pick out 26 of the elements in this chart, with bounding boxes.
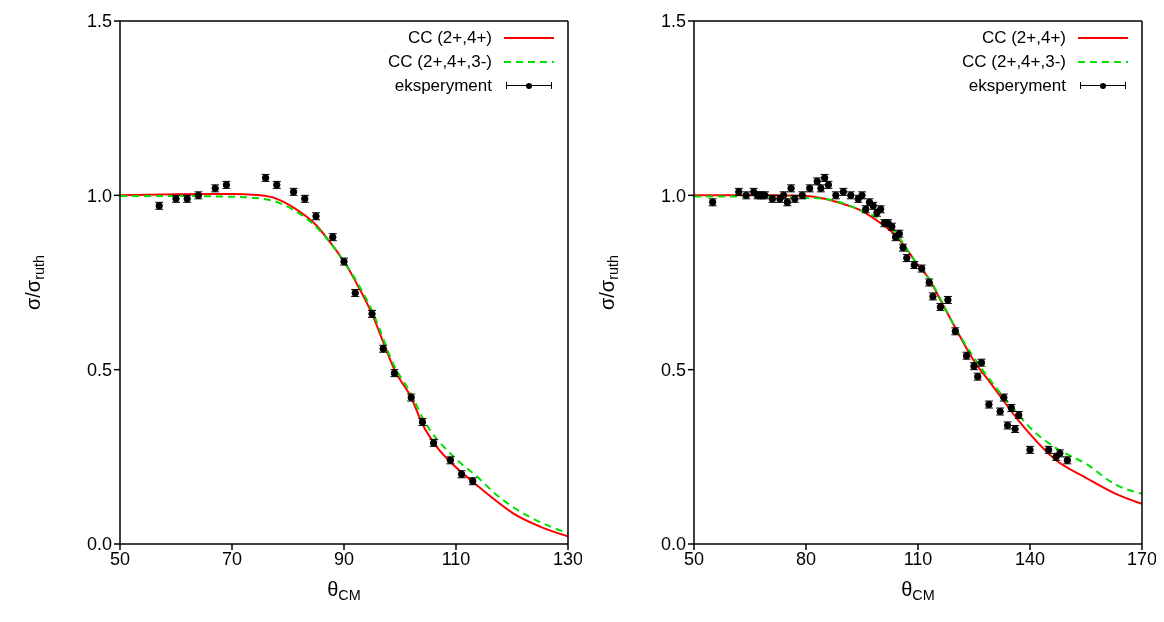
x-tick-label: 140 (1014, 548, 1046, 569)
y-tick-label: 0.0 (660, 534, 686, 555)
x-tick-label: 110 (903, 548, 933, 569)
x-tick-label: 90 (333, 548, 355, 569)
x-tick-label: 80 (795, 548, 817, 569)
y-tick-label: 1.0 (86, 185, 112, 206)
x-tick-label: 50 (109, 548, 131, 569)
y-tick-label: 0.5 (86, 360, 112, 381)
y-tick-label: 0.0 (86, 534, 112, 555)
legend-label: CC (2+,4+) (981, 28, 1066, 48)
x-tick-label: 170 (1126, 548, 1158, 569)
x-tick-label: 110 (441, 548, 471, 569)
x-tick-label: 70 (221, 548, 243, 569)
y-tick-label: 1.5 (660, 11, 686, 32)
x-axis-title: θ$_{CM}$ (327, 578, 361, 604)
y-tick-label: 0.5 (660, 360, 686, 381)
y-tick-label: 1.5 (86, 11, 112, 32)
legend-label: CC (2+,4+,3-) (962, 52, 1066, 72)
legend-label: CC (2+,4+) (407, 28, 492, 48)
y-tick-label: 1.0 (660, 185, 686, 206)
x-axis-title: θ$_{CM}$ (901, 578, 935, 604)
x-tick-label: 130 (552, 548, 584, 569)
x-tick-label: 50 (683, 548, 705, 569)
legend-label: CC (2+,4+,3-) (388, 52, 492, 72)
legend-label: eksperyment (394, 76, 492, 96)
legend-label: eksperyment (968, 76, 1066, 96)
